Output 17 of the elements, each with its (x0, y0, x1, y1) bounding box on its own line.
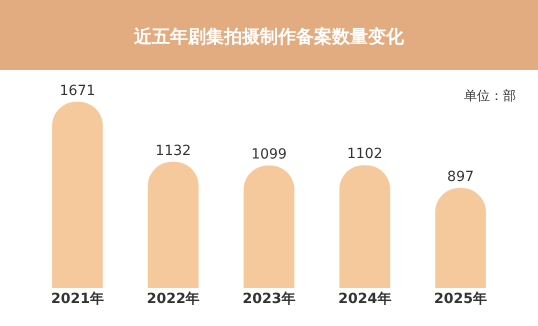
data-label: 1132 (155, 142, 192, 159)
x-tick-label: 2022年 (146, 291, 200, 307)
data-label: 897 (447, 169, 474, 186)
annotation: 单位：部 (464, 89, 516, 104)
x-tick-label: 2025年 (434, 291, 488, 307)
bar (244, 166, 294, 288)
bar (435, 188, 486, 288)
bar (339, 165, 390, 288)
data-label: 1671 (60, 82, 96, 99)
x-tick-label: 2021年 (50, 291, 104, 307)
data-label: 1102 (346, 146, 383, 162)
data-label: 1099 (251, 146, 287, 163)
chart-title: 近五年剧集拍摄制作备案数量变化 (133, 26, 405, 48)
bar (148, 162, 199, 288)
bar (52, 102, 103, 288)
x-tick-label: 2023年 (242, 291, 296, 307)
x-tick-label: 2024年 (338, 291, 392, 307)
